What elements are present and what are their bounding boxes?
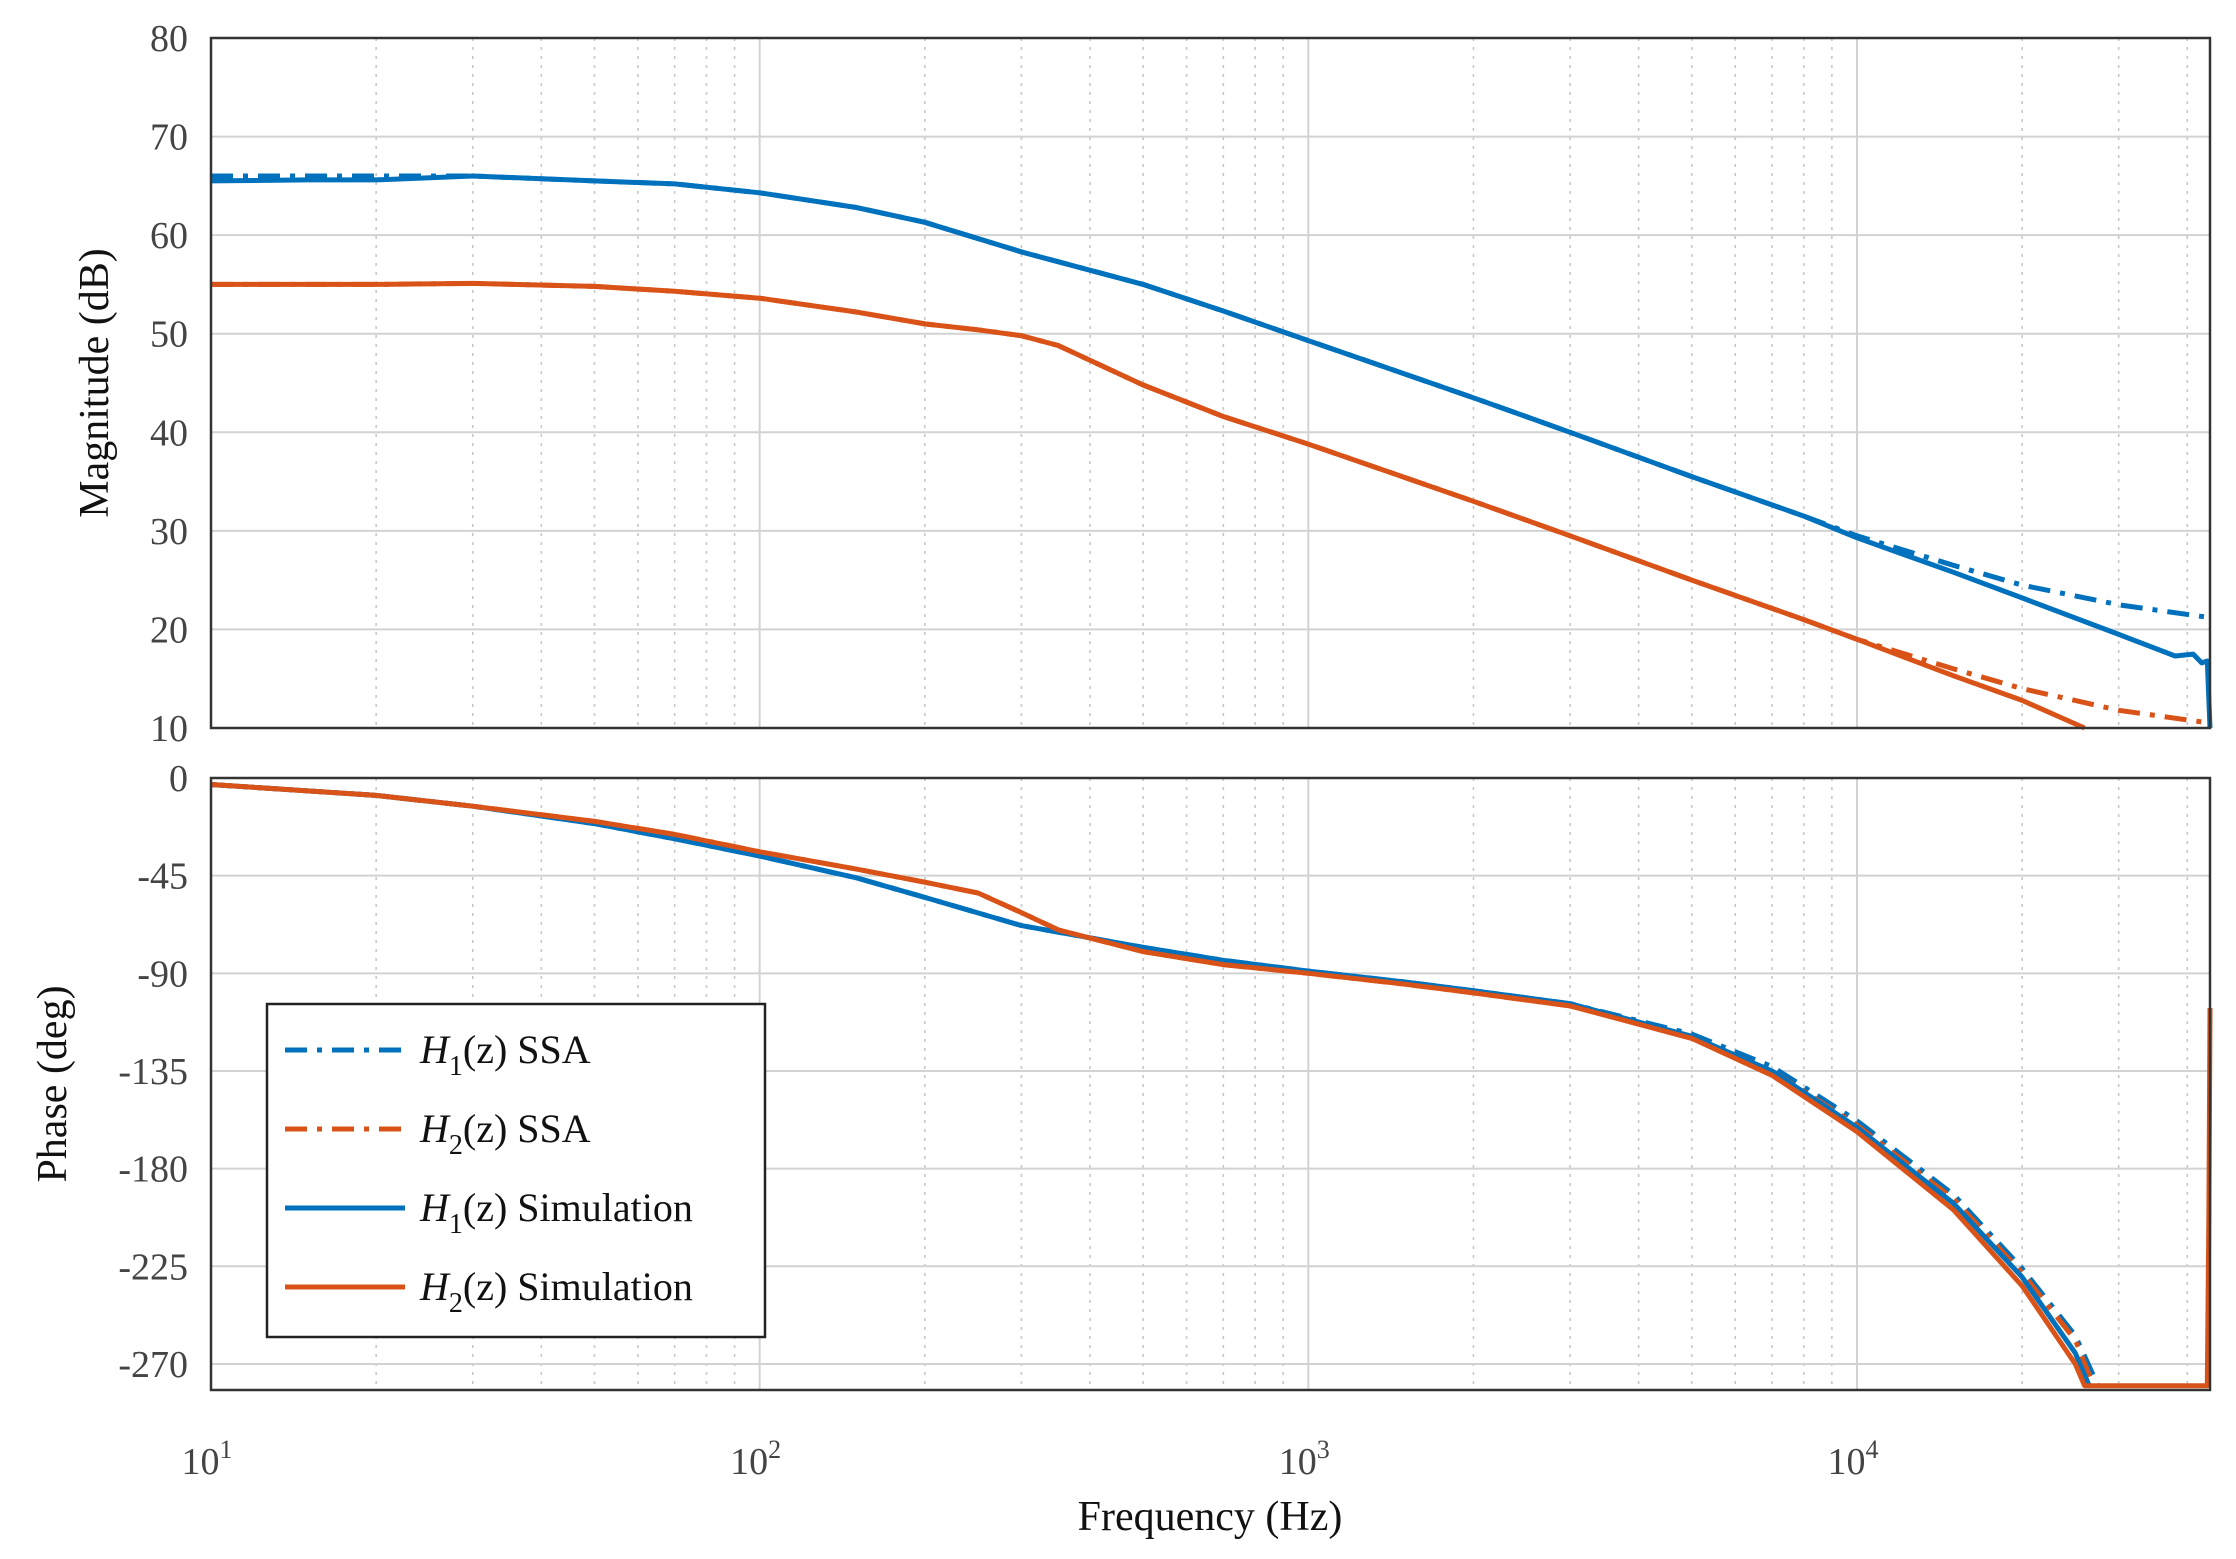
phase-plot-frame (209, 776, 2212, 1392)
legend-rest: (z) Simulation (463, 1264, 693, 1309)
y-tick-label: 10 (150, 708, 188, 750)
legend-subscript: 1 (449, 1051, 463, 1082)
x-tick-base: 10 (1279, 1441, 1317, 1483)
series-line (210, 173, 2213, 729)
legend-italic: H (419, 1264, 451, 1309)
phase-ylabel: Phase (deg) (30, 985, 76, 1182)
magnitude-plot-background (211, 38, 2210, 728)
x-tick-exponent: 2 (768, 1435, 781, 1464)
y-tick-label: 30 (150, 511, 188, 553)
magnitude-grid (211, 38, 2210, 728)
legend-subscript: 2 (449, 1288, 463, 1319)
y-tick-label: 40 (150, 412, 188, 454)
legend-subscript: 1 (449, 1209, 463, 1240)
x-tick-base: 10 (1827, 1441, 1865, 1483)
y-tick-label: 70 (150, 117, 188, 159)
x-tick-base: 10 (182, 1441, 220, 1483)
series-line (210, 782, 2213, 1389)
series-line (211, 173, 2211, 621)
x-tick-label: 103 (1279, 1435, 1330, 1483)
x-tick-label: 101 (182, 1435, 233, 1483)
phase-plot: 0-45-90-135-180-225-270 Phase (deg) H1(z… (30, 758, 2213, 1392)
y-tick-label: -270 (118, 1344, 188, 1386)
series-line (210, 782, 2092, 1387)
y-tick-label: -135 (118, 1051, 188, 1093)
legend-entry-label: H2(z) Simulation (419, 1264, 693, 1319)
legend-entry-label: H1(z) SSA (419, 1027, 591, 1082)
legend-rest: (z) SSA (463, 1027, 591, 1072)
magnitude-series-lines (210, 173, 2213, 731)
y-tick-label: -45 (137, 856, 188, 898)
legend-box (265, 1002, 767, 1339)
legend-italic: H (419, 1185, 451, 1230)
phase-series-lines (210, 782, 2213, 1389)
legend-entry-label: H2(z) SSA (419, 1106, 591, 1161)
x-tick-exponent: 4 (1865, 1435, 1878, 1464)
x-tick-labels: 101 102 103 104 (182, 1435, 1879, 1483)
y-tick-label: -180 (118, 1149, 188, 1191)
magnitude-ylabel: Magnitude (dB) (72, 248, 118, 517)
legend-subscript: 2 (449, 1130, 463, 1161)
y-tick-label: 0 (169, 758, 188, 800)
legend-rest: (z) Simulation (463, 1185, 693, 1230)
x-tick-label: 104 (1827, 1435, 1878, 1483)
phase-y-tick-labels: 0 -45 -90 -135 -180 -225 -270 (118, 758, 188, 1386)
x-tick-label: 102 (730, 1435, 781, 1483)
y-tick-label: 20 (150, 609, 188, 651)
x-tick-exponent: 3 (1317, 1435, 1330, 1464)
legend-italic: H (419, 1027, 451, 1072)
legend-entry-label: H1(z) Simulation (419, 1185, 693, 1240)
legend-italic: H (419, 1106, 451, 1151)
y-tick-label: -90 (137, 953, 188, 995)
magnitude-plot-frame (209, 36, 2212, 730)
y-tick-label: 80 (150, 18, 188, 60)
magnitude-y-tick-labels: 10 20 30 40 50 60 70 80 (150, 18, 188, 750)
magnitude-plot: 10 20 30 40 50 60 70 80 Magnitude (dB) (72, 18, 2213, 750)
x-axis-label: Frequency (Hz) (1078, 1494, 1343, 1540)
x-tick-exponent: 1 (220, 1435, 233, 1464)
y-tick-label: 60 (150, 215, 188, 257)
legend-rest: (z) SSA (463, 1106, 591, 1151)
x-tick-base: 10 (730, 1441, 768, 1483)
series-line (211, 280, 2086, 731)
y-tick-label: -225 (118, 1246, 188, 1288)
y-tick-label: 50 (150, 314, 188, 356)
